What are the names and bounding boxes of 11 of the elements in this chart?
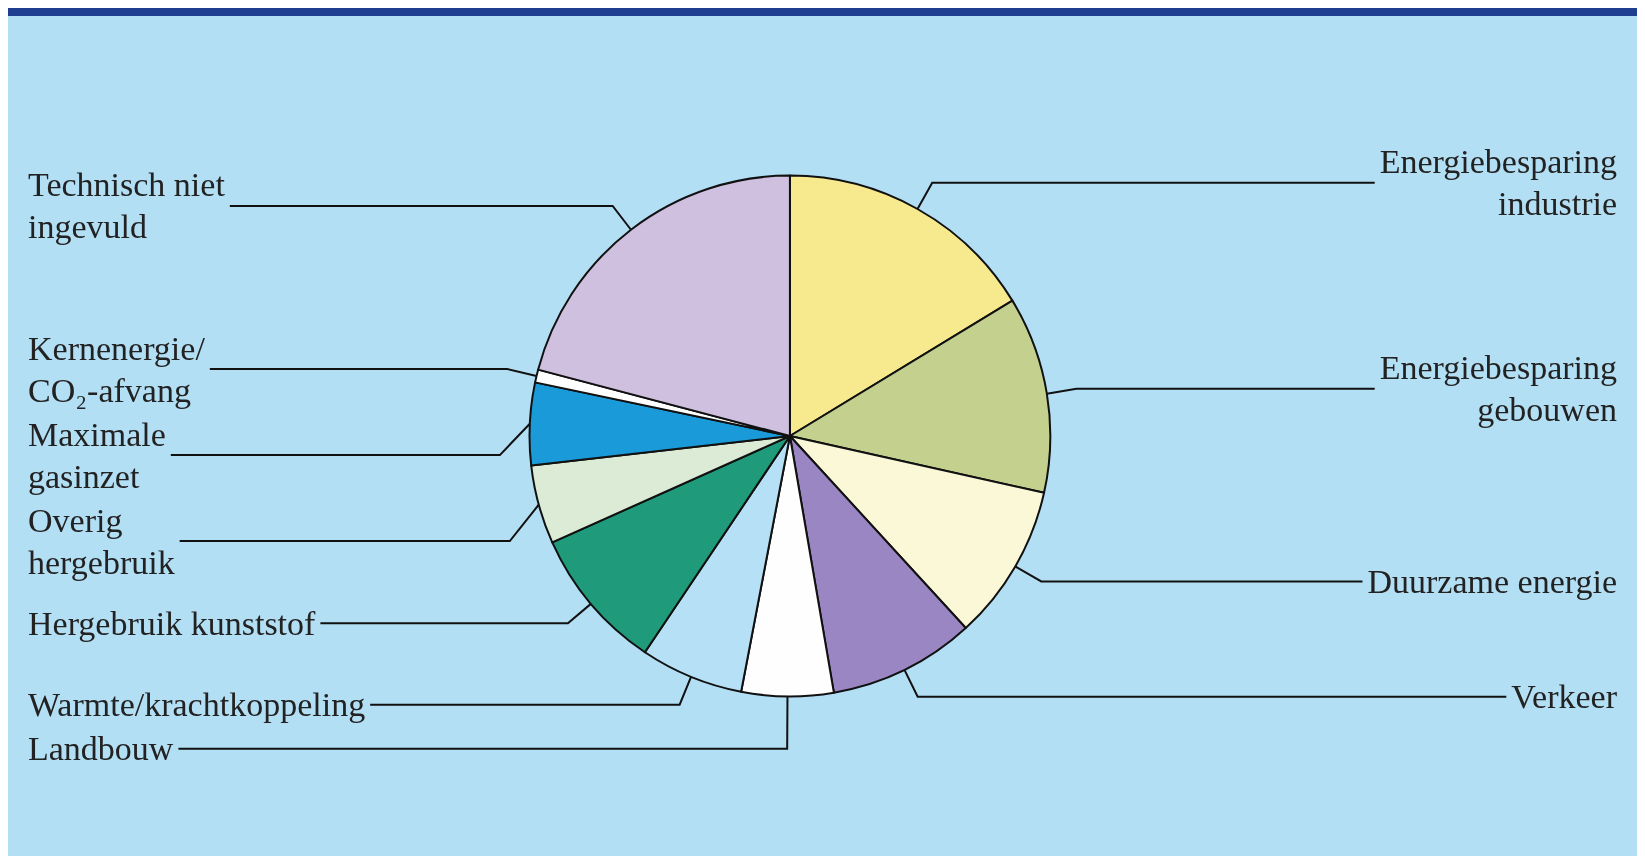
slice-label: Warmte/krachtkoppeling (28, 686, 366, 724)
slice-label: Kernenergie/ CO₂-afvang (28, 329, 206, 409)
slice-label: Maximale gasinzet (28, 415, 166, 495)
slice-label: Energiebesparing industrie (1379, 143, 1617, 223)
slice-label: Verkeer (1511, 678, 1618, 716)
slice-label: Hergebruik kunststof (28, 604, 317, 642)
slice-label: Duurzame energie (1367, 562, 1617, 600)
slice-label: Landbouw (28, 730, 174, 768)
slice-label: Energiebesparing gebouwen (1379, 349, 1617, 429)
slice-label: Overig hergebruik (28, 501, 175, 581)
slice-label: Technisch niet ingevuld (28, 166, 226, 246)
